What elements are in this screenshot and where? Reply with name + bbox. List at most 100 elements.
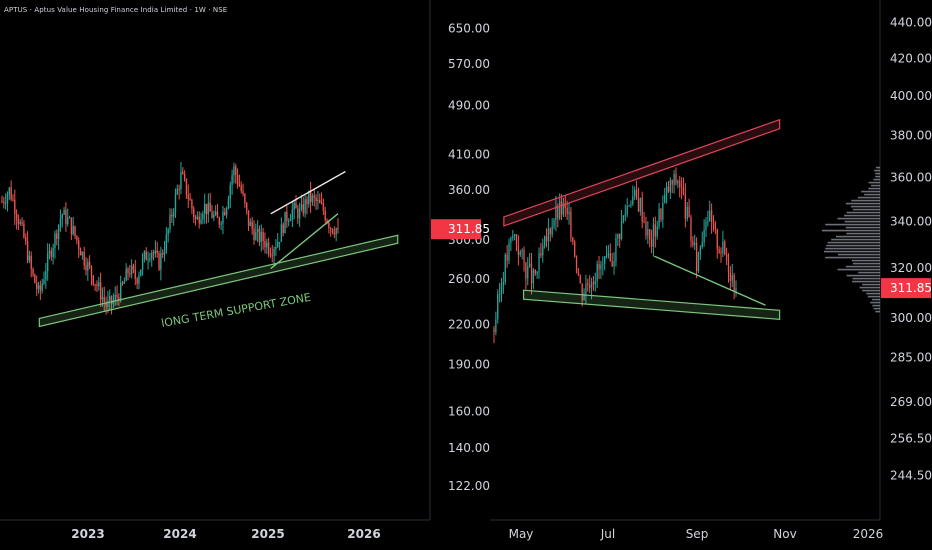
candle-body [169, 214, 171, 230]
candle-body [116, 294, 118, 298]
candle-body [722, 241, 724, 254]
candle-body [538, 253, 540, 272]
candle-body [727, 259, 730, 273]
candle-body [562, 203, 565, 215]
volume-profile-bar [825, 223, 880, 226]
candle-body [320, 202, 323, 204]
candle-body [720, 252, 722, 254]
candle-body [566, 207, 568, 214]
candle-body [557, 206, 559, 219]
candle-body [35, 282, 38, 289]
candle-body [269, 253, 272, 256]
price-tick-label: 122.00 [448, 479, 490, 493]
candle-body [506, 254, 508, 261]
falling-wedge-lower [654, 255, 766, 306]
candle-body [671, 179, 673, 185]
candle-body [583, 293, 585, 301]
candle-body [32, 268, 34, 275]
candle-body [617, 233, 619, 239]
candle-body [121, 282, 124, 284]
candle-body [710, 210, 713, 223]
candle-body [607, 253, 610, 257]
candle-body [329, 228, 332, 230]
volume-profile-bar [826, 244, 880, 247]
candle-body [515, 234, 518, 246]
candle-body [609, 253, 611, 262]
candle-body [528, 263, 531, 267]
right-chart-panel[interactable]: 440.00 420.00 400.00 380.00 360.00 340.00 320.… [490, 0, 932, 541]
volume-profile-bar [852, 277, 880, 280]
candle-body [680, 187, 683, 189]
candle-body [19, 222, 21, 224]
time-tick-label: 2024 [163, 527, 196, 541]
candle-body [23, 223, 25, 238]
candle-body [547, 228, 550, 242]
last-price-badge [881, 278, 931, 299]
candle-body [114, 294, 116, 301]
last-price-label: 311.85 [448, 222, 490, 236]
price-tick-label: 360.00 [448, 183, 490, 197]
candle-body [227, 199, 230, 209]
candle-body [337, 228, 339, 230]
candle-body [123, 280, 126, 284]
candle-body [267, 242, 270, 254]
candle-body [185, 178, 188, 195]
candle-body [74, 226, 76, 236]
candle-body [14, 199, 16, 215]
candle-body [271, 255, 273, 257]
candle-body [508, 242, 510, 261]
volume-profile-bar [823, 250, 880, 253]
candle-body [277, 242, 279, 247]
candle-body [291, 209, 294, 220]
candle-body [3, 201, 5, 203]
candle-body [236, 175, 239, 184]
price-tick-label: 260.00 [448, 272, 490, 286]
candle-body [229, 184, 231, 200]
candle-body [99, 282, 102, 300]
candle-body [600, 264, 602, 270]
candle-body [502, 282, 505, 286]
candle-body [112, 300, 115, 304]
candle-body [101, 297, 104, 300]
candle-body [551, 226, 553, 235]
candle-body [94, 284, 96, 286]
candle-body [525, 262, 527, 279]
candle-body [534, 269, 536, 274]
candle-body [679, 180, 681, 188]
candle-body [639, 197, 641, 212]
candle-body [87, 262, 89, 271]
candle-body [1, 201, 3, 203]
candle-body [63, 209, 65, 215]
candle-body [235, 166, 237, 176]
candle-body [697, 253, 700, 271]
price-tick-label: 410.00 [448, 147, 490, 161]
volume-profile-bar [852, 262, 880, 265]
candle-body [39, 285, 42, 291]
candle-body [70, 217, 73, 235]
candle-body [731, 275, 733, 281]
candle-body [224, 211, 226, 215]
candle-body [317, 199, 319, 202]
candle-body [604, 256, 606, 264]
candle-body [549, 228, 551, 235]
candle-body [664, 195, 666, 203]
candle-body [233, 166, 235, 176]
time-tick-label: 2025 [251, 527, 284, 541]
left-chart-panel[interactable]: 650.00570.00490.00410.00360.00300.00260.… [0, 0, 490, 541]
time-tick-label: 2023 [71, 527, 104, 541]
candle-body [585, 283, 587, 294]
volume-profile-bar [831, 238, 880, 241]
candle-body [724, 241, 726, 255]
candle-body [96, 284, 98, 287]
volume-profile-bar [867, 295, 880, 298]
candle-body [77, 240, 80, 250]
candle-body [189, 198, 191, 201]
candle-body [575, 256, 578, 272]
candle-body [240, 185, 242, 192]
candle-body [568, 211, 570, 214]
candle-body [694, 242, 696, 246]
candle-body [194, 217, 197, 220]
candle-body [98, 282, 100, 287]
candle-body [203, 203, 206, 214]
